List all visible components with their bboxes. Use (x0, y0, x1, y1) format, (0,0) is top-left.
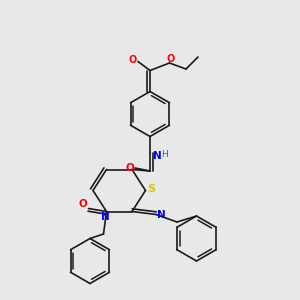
Text: N: N (157, 209, 166, 220)
Text: H: H (162, 150, 168, 159)
Text: O: O (125, 163, 134, 173)
Text: O: O (128, 55, 137, 65)
Text: N: N (100, 212, 109, 222)
Text: S: S (147, 184, 155, 194)
Text: O: O (78, 199, 87, 209)
Text: N: N (153, 151, 162, 161)
Text: O: O (167, 54, 175, 64)
